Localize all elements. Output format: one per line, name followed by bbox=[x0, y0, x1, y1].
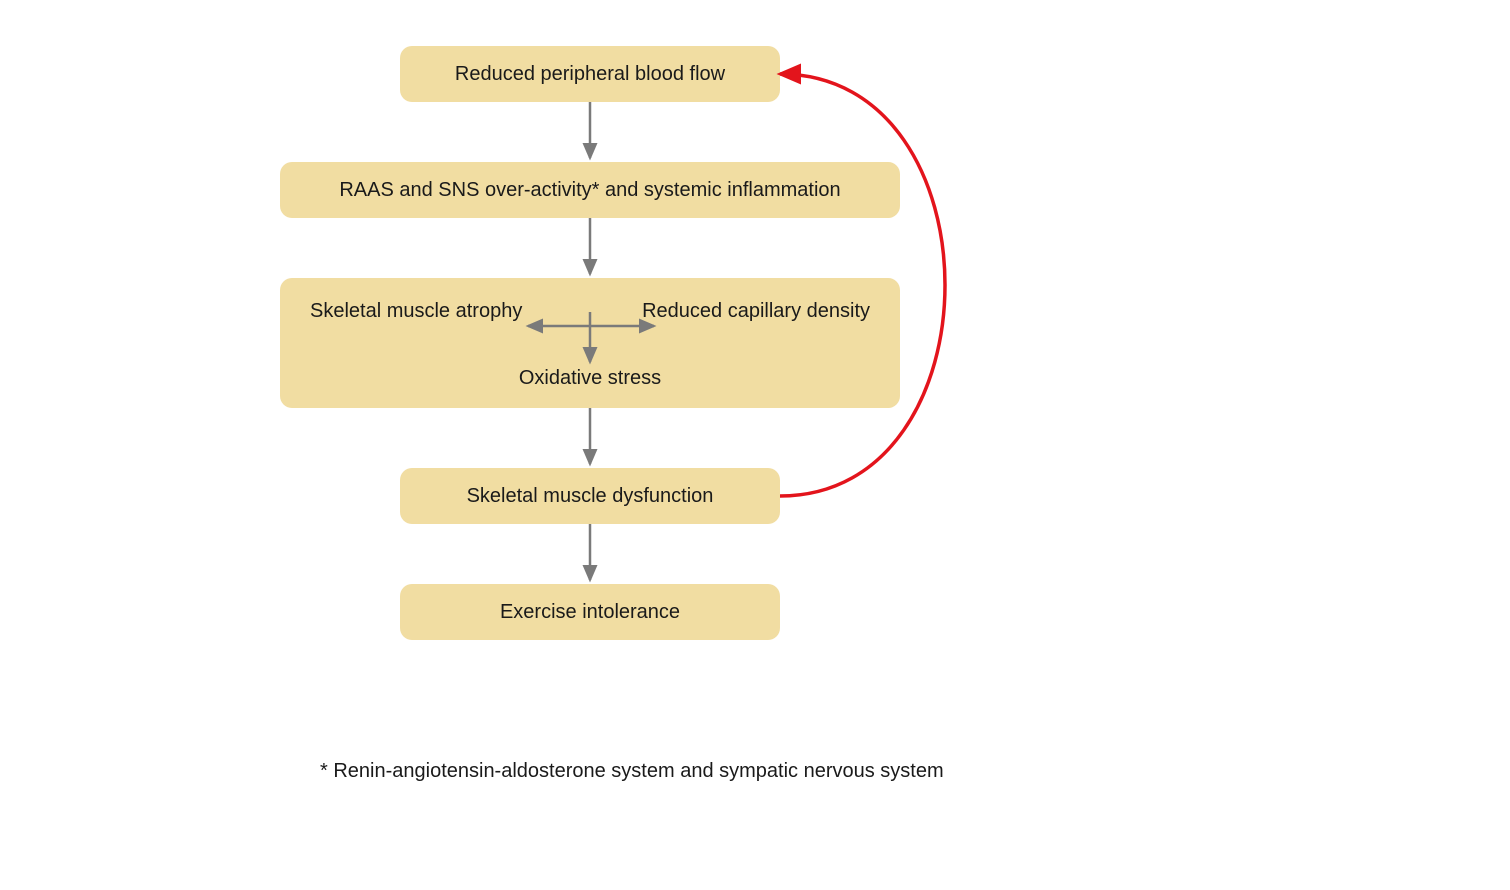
node-sublabel-capillary: Reduced capillary density bbox=[642, 300, 870, 323]
node-label: Skeletal muscle dysfunction bbox=[467, 485, 714, 508]
node-sublabel-atrophy: Skeletal muscle atrophy bbox=[310, 300, 522, 323]
node-label: RAAS and SNS over-activity* and systemic… bbox=[339, 179, 840, 202]
arrow-overlay bbox=[0, 0, 1510, 890]
node-label: Exercise intolerance bbox=[500, 601, 680, 624]
node-label: Reduced peripheral blood flow bbox=[455, 63, 725, 86]
node-exercise-intolerance: Exercise intolerance bbox=[400, 584, 780, 640]
footnote-text: * Renin-angiotensin-aldosterone system a… bbox=[320, 760, 944, 782]
flowchart-canvas: Reduced peripheral blood flow RAAS and S… bbox=[0, 0, 1510, 890]
footnote: * Renin-angiotensin-aldosterone system a… bbox=[320, 760, 944, 783]
node-reduced-blood-flow: Reduced peripheral blood flow bbox=[400, 46, 780, 102]
node-muscle-changes: Skeletal muscle atrophy Reduced capillar… bbox=[280, 278, 900, 408]
node-sublabel-oxidative: Oxidative stress bbox=[519, 367, 661, 390]
node-muscle-dysfunction: Skeletal muscle dysfunction bbox=[400, 468, 780, 524]
node-raas-sns: RAAS and SNS over-activity* and systemic… bbox=[280, 162, 900, 218]
